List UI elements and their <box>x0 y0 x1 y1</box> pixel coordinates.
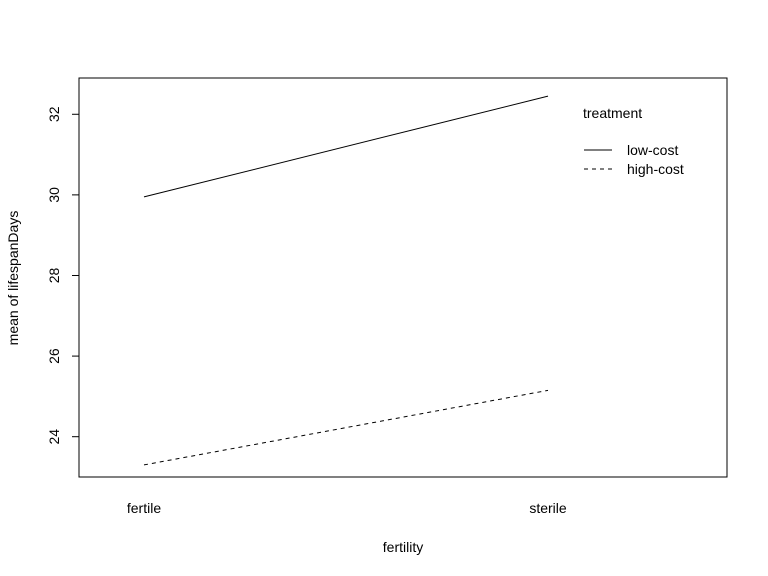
x-axis-label: fertility <box>383 539 423 555</box>
y-tick-label: 30 <box>46 187 62 203</box>
legend: treatment low-cost high-cost <box>583 105 684 177</box>
y-axis-label: mean of lifespanDays <box>5 211 21 346</box>
plot-frame <box>78 77 728 478</box>
y-tick-label: 26 <box>46 348 62 364</box>
x-tick-label: sterile <box>529 500 567 516</box>
legend-title: treatment <box>583 105 642 121</box>
x-tick-label: fertile <box>127 500 161 516</box>
series-line-high-cost <box>143 389 549 466</box>
series-lines <box>143 95 549 466</box>
series-line-low-cost <box>143 95 549 198</box>
y-axis: 24 26 28 30 32 <box>46 106 80 445</box>
y-tick-label: 32 <box>46 106 62 122</box>
y-tick-label: 24 <box>46 429 62 445</box>
x-axis-tick-labels: fertile sterile <box>127 500 567 516</box>
legend-label: high-cost <box>627 161 684 177</box>
y-tick-label: 28 <box>46 267 62 283</box>
legend-label: low-cost <box>627 142 678 158</box>
